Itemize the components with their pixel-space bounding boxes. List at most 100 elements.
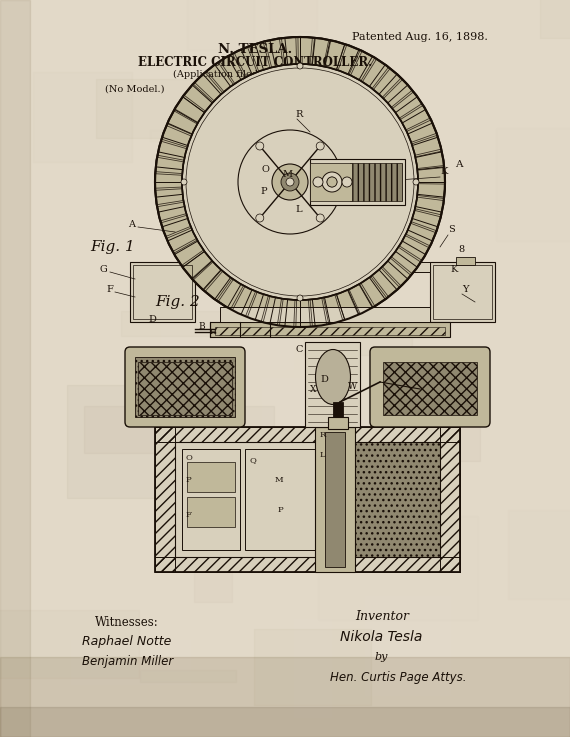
Bar [496, 128, 570, 241]
Bar [210, 518, 262, 572]
Text: X: X [310, 385, 316, 394]
Text: Fig. 1: Fig. 1 [90, 240, 135, 254]
Circle shape [181, 179, 187, 185]
Polygon shape [245, 449, 325, 550]
Circle shape [342, 177, 352, 187]
Bar [540, 0, 570, 38]
Text: Y: Y [462, 285, 469, 294]
Bar [317, 516, 478, 620]
Circle shape [286, 178, 294, 186]
Circle shape [413, 179, 419, 185]
Text: Q: Q [250, 456, 257, 464]
Polygon shape [135, 357, 235, 417]
Bar [67, 385, 193, 498]
Polygon shape [210, 322, 450, 337]
Polygon shape [175, 442, 330, 557]
Text: G: G [100, 265, 108, 274]
Text: by: by [375, 652, 388, 662]
Bar [96, 79, 221, 138]
Polygon shape [138, 362, 232, 415]
Polygon shape [383, 362, 477, 415]
Circle shape [297, 295, 303, 301]
Text: Witnesses:: Witnesses: [95, 615, 159, 629]
Text: M: M [282, 170, 292, 179]
Circle shape [281, 173, 299, 191]
Bar [286, 74, 389, 96]
Text: W: W [348, 382, 357, 391]
Bar [84, 405, 274, 453]
Circle shape [182, 64, 418, 300]
Circle shape [256, 142, 264, 150]
Bar [310, 159, 405, 205]
Polygon shape [187, 497, 235, 527]
Text: Benjamin Miller: Benjamin Miller [82, 655, 173, 668]
Bar [294, 619, 331, 717]
Bar [254, 629, 372, 705]
Text: L: L [295, 205, 302, 214]
Bar [140, 670, 236, 682]
Polygon shape [195, 262, 430, 272]
Text: A: A [455, 160, 462, 169]
Text: C: C [295, 345, 302, 354]
FancyBboxPatch shape [125, 347, 245, 427]
Text: Nikola Tesla: Nikola Tesla [340, 630, 422, 644]
Bar [269, 0, 317, 32]
Polygon shape [220, 307, 430, 322]
Bar [365, 595, 450, 695]
Circle shape [316, 142, 324, 150]
Polygon shape [315, 427, 355, 572]
Polygon shape [155, 427, 460, 572]
Circle shape [327, 177, 337, 187]
Bar [508, 510, 570, 599]
Bar [161, 287, 294, 369]
Circle shape [238, 130, 342, 234]
Text: R: R [295, 110, 302, 119]
Bar [0, 610, 139, 678]
Bar [0, 0, 30, 737]
Polygon shape [182, 449, 240, 550]
Bar [187, 0, 254, 50]
Text: Raphael Notte: Raphael Notte [82, 635, 172, 649]
Text: F: F [106, 285, 113, 294]
Polygon shape [456, 257, 475, 265]
Text: Hen. Curtis Page Attys.: Hen. Curtis Page Attys. [330, 671, 466, 683]
Text: D: D [148, 315, 156, 324]
Circle shape [272, 164, 308, 200]
Bar [310, 163, 352, 201]
Bar [448, 419, 480, 461]
Text: ELECTRIC CIRCUIT CONTROLLER.: ELECTRIC CIRCUIT CONTROLLER. [138, 55, 372, 69]
Circle shape [155, 37, 445, 327]
Polygon shape [130, 352, 240, 422]
Bar [186, 475, 260, 503]
Text: L: L [320, 451, 325, 459]
Text: O: O [262, 165, 270, 174]
Bar [304, 316, 412, 355]
Polygon shape [328, 417, 348, 429]
Text: P: P [260, 187, 267, 196]
Circle shape [313, 177, 323, 187]
Text: O: O [186, 454, 193, 462]
Circle shape [256, 214, 264, 222]
Bar [410, 649, 567, 716]
Text: H: H [210, 328, 217, 336]
Text: Inventor: Inventor [355, 610, 409, 624]
Polygon shape [305, 342, 360, 427]
Text: 8: 8 [458, 245, 464, 254]
Circle shape [316, 214, 324, 222]
Bar [0, 657, 570, 737]
Bar [150, 130, 178, 141]
Bar [252, 98, 346, 208]
Text: R: R [320, 431, 326, 439]
Circle shape [155, 37, 445, 327]
Text: N. TESLA.: N. TESLA. [218, 43, 292, 55]
FancyBboxPatch shape [370, 347, 490, 427]
Bar [304, 657, 385, 694]
Text: F: F [186, 511, 192, 519]
Circle shape [297, 63, 303, 69]
Bar [262, 378, 433, 472]
Text: K: K [450, 265, 457, 274]
Text: A: A [128, 220, 135, 229]
Polygon shape [325, 432, 345, 567]
Polygon shape [187, 462, 235, 492]
Text: Patented Aug. 16, 1898.: Patented Aug. 16, 1898. [352, 32, 488, 42]
